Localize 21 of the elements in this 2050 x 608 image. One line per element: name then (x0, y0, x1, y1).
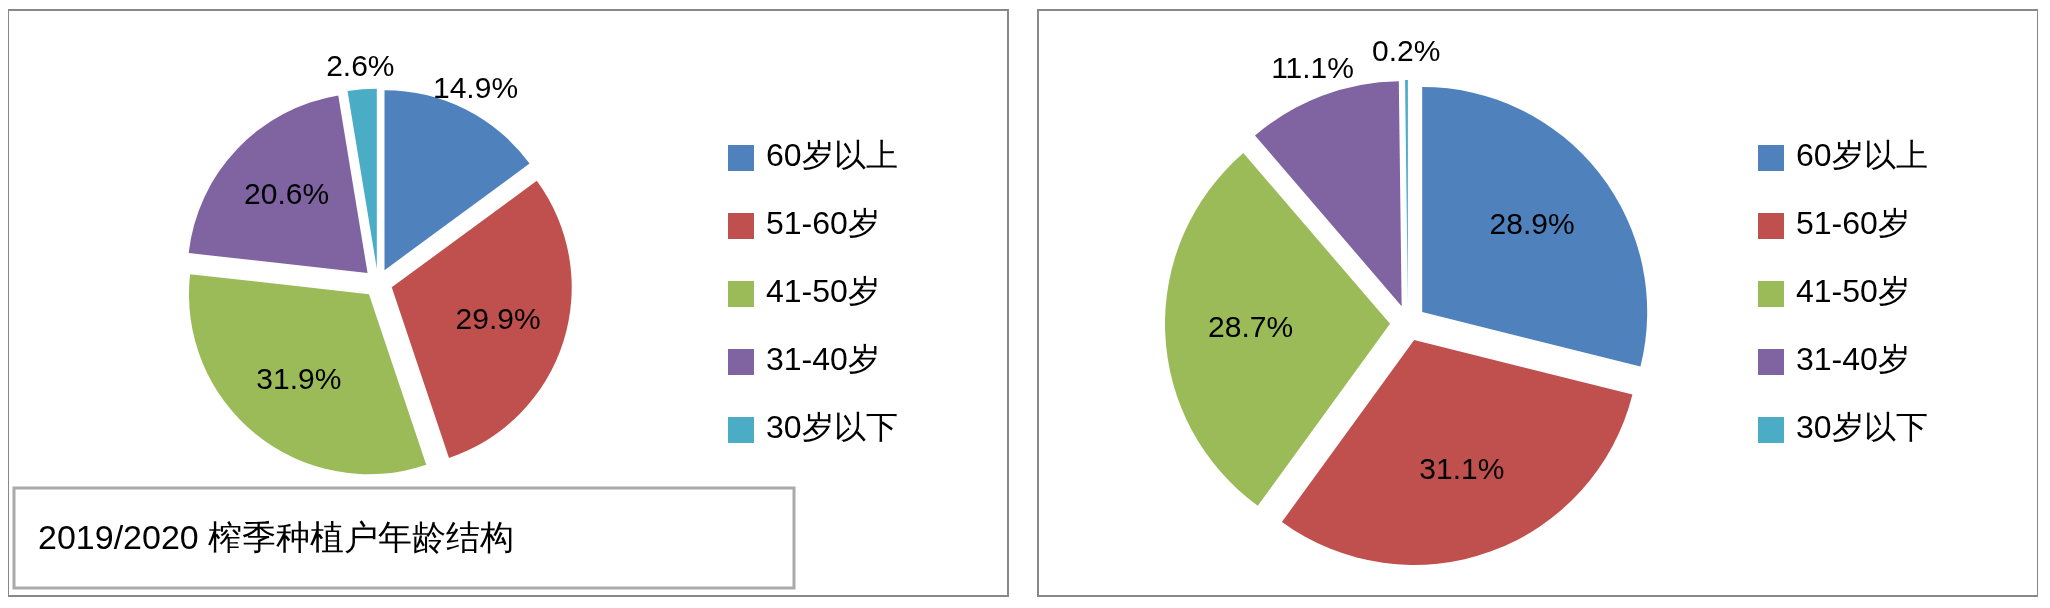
data-label: 31.9% (256, 361, 342, 395)
data-label: 14.9% (433, 71, 519, 105)
data-label: 20.6% (244, 177, 330, 211)
legend-label: 30岁以下 (766, 409, 898, 446)
legend-label: 31-40岁 (1796, 341, 1910, 378)
data-label: 29.9% (455, 301, 541, 335)
data-label: 31.1% (1419, 451, 1505, 485)
legend-label: 41-50岁 (766, 273, 880, 310)
legend-label: 51-60岁 (766, 205, 880, 242)
data-label: 0.2% (1372, 33, 1441, 67)
legend-label: 60岁以上 (1796, 137, 1928, 174)
legend-label: 51-60岁 (1796, 205, 1910, 242)
data-label: 11.1% (1271, 51, 1354, 85)
text: 2019/2020 榨季种植户年龄结构 (38, 517, 515, 556)
data-label: 28.7% (1208, 310, 1294, 344)
legend-label: 30岁以下 (1796, 409, 1928, 446)
data-label: 2.6% (326, 48, 395, 82)
legend-label: 41-50岁 (1796, 273, 1910, 310)
data-label: 28.9% (1489, 207, 1575, 240)
legend-label: 31-40岁 (766, 341, 880, 378)
legend-label: 60岁以上 (766, 137, 898, 174)
